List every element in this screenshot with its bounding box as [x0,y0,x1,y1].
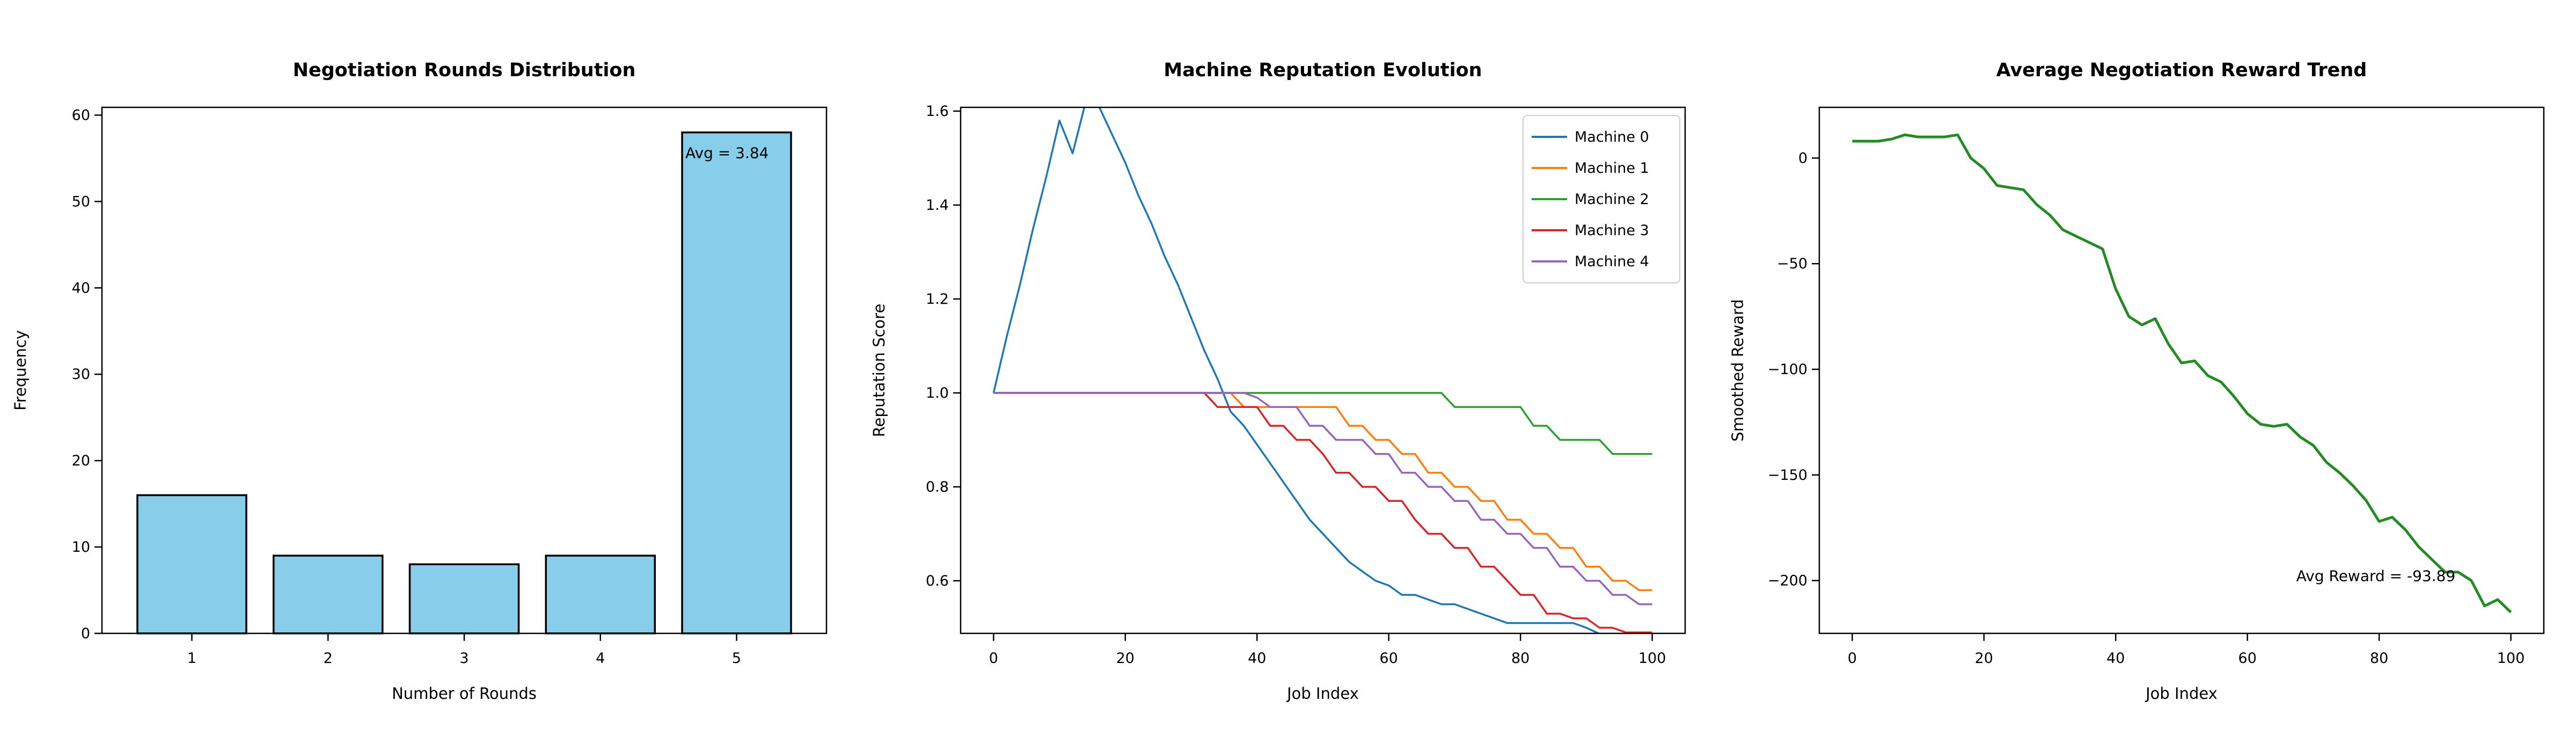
series-smoothed-reward [1852,133,2512,614]
annotation-text: Avg = 3.84 [685,144,769,162]
bar-rounds-1 [136,494,247,634]
y-tick-label: 0 [1798,150,1807,166]
x-tick-label: 40 [2106,650,2125,667]
bar-rounds-4 [545,554,656,634]
chart-title: Average Negotiation Reward Trend [1996,60,2367,81]
chart-machine-reputation-evolution: 0 20 40 60 80 100 0.6 0.8 1.0 1.2 1.4 1.6 Machine Re… [859,0,1717,730]
y-tick-label: 0.6 [926,573,949,589]
x-tick-label: 80 [1511,650,1529,667]
annotation-text: Avg Reward = -93.89 [2296,567,2456,585]
legend-label: Machine 4 [1575,253,1649,270]
y-tick-label: 60 [72,107,90,123]
x-tick-label: 0 [989,650,998,667]
legend-label: Machine 0 [1575,129,1649,145]
y-tick-label: 0 [81,625,90,642]
x-tick-label: 100 [1638,650,1666,667]
y-tick-label: 10 [72,539,90,556]
x-tick-label: 40 [1248,650,1266,667]
y-tick-label: −150 [1768,467,1807,484]
y-tick-label: 1.2 [926,291,949,308]
chart-title: Negotiation Rounds Distribution [293,60,636,81]
y-tick-label: 40 [72,280,90,296]
y-tick-label: 50 [72,193,90,210]
y-tick-label: −200 [1768,573,1807,589]
y-tick-label: 1.6 [926,103,949,120]
series-machine-4 [993,392,1652,605]
x-tick-label: 100 [2497,650,2525,667]
plot-area [1819,107,2544,633]
axes-spines [1818,106,2545,634]
bar-rounds-2 [272,554,384,634]
x-axis-label: Job Index [2145,684,2218,703]
bar-rounds-5 [681,131,792,634]
reputation-evolution-svg: 0 20 40 60 80 100 0.6 0.8 1.0 1.2 1.4 1.6 Machine Re… [870,60,1686,703]
chart-title: Machine Reputation Evolution [1163,60,1482,81]
x-tick-label: 1 [187,650,196,667]
bar-rounds-3 [408,563,520,634]
x-tick-label: 3 [459,650,469,667]
x-tick-label: 0 [1848,650,1857,667]
x-axis-label: Job Index [1286,684,1359,703]
legend-label: Machine 1 [1575,160,1649,177]
series-machine-0 [992,107,1652,633]
x-tick-label: 20 [1116,650,1135,667]
y-tick-label: 20 [72,452,90,469]
x-tick-label: 60 [2238,650,2257,667]
legend-box [1523,115,1680,283]
legend-label: Machine 2 [1575,191,1649,208]
y-tick-label: 1.0 [926,385,949,402]
x-tick-label: 5 [732,650,741,667]
x-tick-label: 80 [2370,650,2388,667]
legend: Machine 0 Machine 1 Machine 2 Machine 3 Mach… [1523,115,1680,283]
y-axis-label: Smoothed Reward [1729,299,1747,441]
reward-trend-svg: 0 20 40 60 80 100 0 −50 −100 −150 −200 Average Nego… [1729,60,2545,703]
y-axis-label: Frequency [11,330,30,411]
x-axis-label: Number of Rounds [392,684,537,703]
y-tick-label: 1.4 [926,197,949,214]
chart-average-negotiation-reward-trend: 0 20 40 60 80 100 0 −50 −100 −150 −200 Average Nego… [1717,0,2576,730]
legend-label: Machine 3 [1575,222,1649,239]
y-tick-label: −50 [1777,256,1807,272]
chart-negotiation-rounds-distribution: 1 2 3 4 5 0 10 20 30 40 50 60 Negotiation Rounds Dis… [0,0,859,730]
x-tick-label: 4 [596,650,605,667]
y-tick-label: 0.8 [926,479,949,495]
axes-spines [960,106,1686,634]
y-tick-label: 30 [72,366,90,383]
y-axis-label: Reputation Score [870,304,888,437]
x-tick-label: 20 [1975,650,1993,667]
x-tick-label: 2 [324,650,333,667]
x-tick-label: 60 [1380,650,1398,667]
y-tick-label: −100 [1768,361,1807,378]
